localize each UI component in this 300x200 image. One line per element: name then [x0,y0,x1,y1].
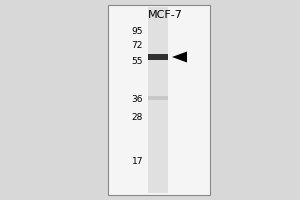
Text: 17: 17 [131,156,143,166]
Text: 55: 55 [131,56,143,66]
Bar [148,96,168,100]
Bar [148,54,168,60]
Text: 72: 72 [132,42,143,50]
Text: 36: 36 [131,96,143,104]
Text: 95: 95 [131,26,143,36]
Bar [148,7,168,193]
Text: MCF-7: MCF-7 [148,10,182,20]
Polygon shape [172,51,187,62]
Text: 28: 28 [132,114,143,122]
Bar [108,5,210,195]
